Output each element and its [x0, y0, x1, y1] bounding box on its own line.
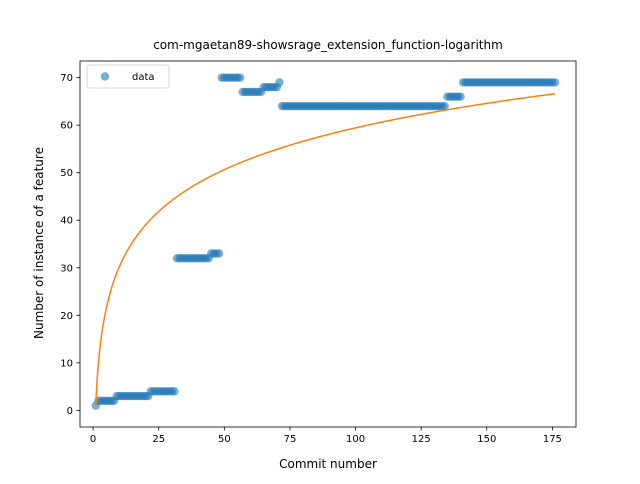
- y-tick-label: 10: [60, 358, 73, 369]
- x-tick-label: 100: [346, 434, 365, 445]
- y-axis-label: Number of instance of a feature: [32, 147, 46, 339]
- legend-label: data: [132, 72, 155, 83]
- y-tick-label: 0: [67, 406, 73, 417]
- chart-title: com-mgaetan89-showsrage_extension_functi…: [153, 38, 503, 52]
- axes-frame: [79, 60, 577, 428]
- data-point: [275, 78, 284, 87]
- y-tick-label: 40: [60, 216, 73, 227]
- x-tick-label: 125: [412, 434, 431, 445]
- y-tick-label: 20: [60, 311, 73, 322]
- y-tick-label: 30: [60, 263, 73, 274]
- x-tick-label: 50: [218, 434, 231, 445]
- data-point: [170, 387, 179, 396]
- plot-area: 0 25 50 75 100 125 150 175 0 10 20 30 40 50 60 70 data: [60, 60, 577, 445]
- legend: data: [86, 64, 170, 89]
- x-tick-label: 175: [543, 434, 562, 445]
- x-tick-label: 150: [477, 434, 496, 445]
- data-point: [440, 101, 449, 111]
- legend-box: [86, 64, 170, 89]
- y-tick-label: 70: [60, 73, 73, 84]
- x-tick-label: 25: [152, 434, 165, 445]
- x-tick-label: 75: [284, 434, 297, 445]
- x-tick-label: 0: [90, 434, 96, 445]
- y-tick-label: 50: [60, 168, 73, 179]
- data-point: [214, 249, 224, 258]
- fit-line: [95, 92, 556, 406]
- data-point: [456, 92, 465, 101]
- x-axis-label: Commit number: [279, 457, 377, 471]
- data-series: [91, 73, 560, 410]
- data-point: [550, 78, 560, 87]
- legend-marker: [100, 72, 110, 81]
- data-point: [235, 73, 245, 82]
- y-tick-label: 60: [60, 121, 73, 132]
